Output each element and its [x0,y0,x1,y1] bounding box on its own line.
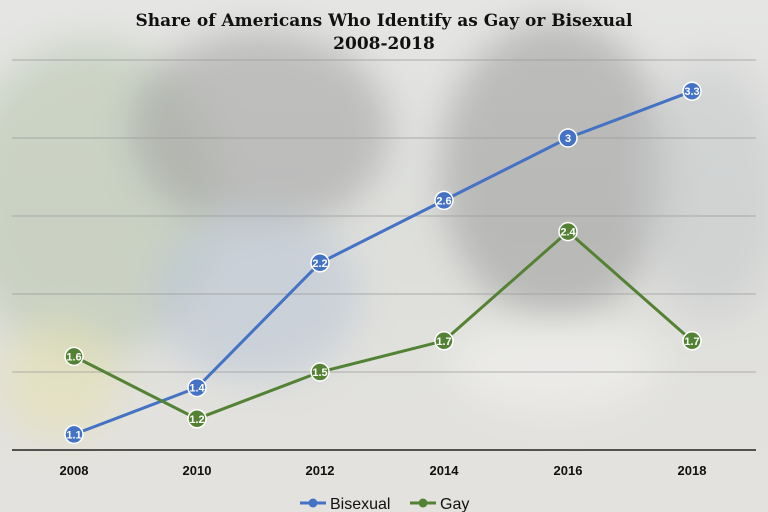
data-label-bisexual-2014: 2.6 [436,195,451,207]
data-label-bisexual-2016: 3 [565,133,571,145]
x-tick-label-2012: 2012 [306,463,335,478]
data-label-gay-2010: 1.2 [189,414,204,426]
legend-label-gay: Gay [440,496,469,512]
legend-label-bisexual: Bisexual [330,496,390,512]
data-label-gay-2012: 1.5 [312,367,327,379]
legend: Bisexual Gay [300,496,469,512]
data-label-gay-2008: 1.6 [66,351,81,363]
point-gay-2010 [187,409,207,429]
x-tick-label-2018: 2018 [678,463,707,478]
data-label-gay-2018: 1.7 [684,336,699,348]
legend-marker-bisexual [308,498,318,508]
legend-marker-gay [418,498,428,508]
point-bisexual-2014 [434,190,454,211]
point-gay-2008 [64,346,84,367]
data-label-gay-2014: 1.7 [436,336,451,348]
x-axis-tick-labels: 2008 2010 2012 2014 2016 2018 [60,463,707,478]
point-bisexual-2012 [310,253,330,273]
point-bisexual-2010 [187,377,207,398]
point-gay-2018 [682,331,702,351]
series-line-bisexual [73,89,693,436]
x-tick-label-2016: 2016 [554,463,583,478]
data-label-bisexual-2012: 2.2 [312,258,327,270]
x-tick-label-2010: 2010 [183,463,212,478]
point-bisexual-2018 [682,81,702,101]
data-label-bisexual-2008: 1.1 [66,429,81,441]
x-tick-label-2014: 2014 [430,463,460,478]
gridlines [12,59,756,373]
point-bisexual-2008 [64,424,84,445]
point-gay-2012 [310,362,330,382]
data-label-gay-2016: 2.4 [560,227,576,239]
point-gay-2014 [434,331,454,351]
chart-subtitle: 2008-2018 [333,34,435,54]
series-line-gay [73,229,693,421]
point-bisexual-2016 [558,128,578,148]
data-label-bisexual-2018: 3.3 [684,86,699,98]
data-label-bisexual-2010: 1.4 [189,383,205,395]
point-gay-2016 [558,221,578,242]
chart-title: Share of Americans Who Identify as Gay o… [136,11,633,31]
x-tick-label-2008: 2008 [60,463,89,478]
series-layer: 1.1 1.4 2.2 2.6 3 3.3 1.6 1.2 1.5 1.7 2.4 1.7 [64,81,702,445]
